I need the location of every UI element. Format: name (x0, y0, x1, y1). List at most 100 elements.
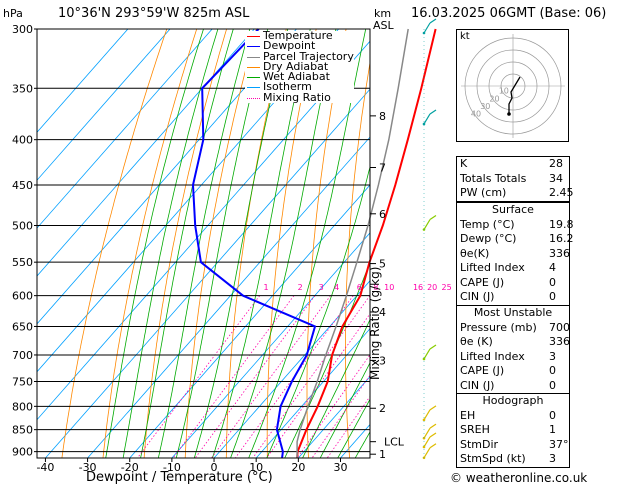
row-key: EH (460, 408, 476, 422)
mixing-ratio-line (252, 295, 370, 458)
wet-adiabat-line (122, 29, 219, 458)
hodograph-panel: 10 20 30 40 kt (456, 29, 569, 142)
temperature-profile (296, 28, 437, 459)
temperature-tick-label: 30 (333, 461, 347, 474)
dry-adiabat-line (419, 29, 436, 458)
hodograph-unit: kt (460, 31, 470, 42)
pressure-tick-label: 400 (12, 134, 33, 147)
table-row: θe (K) 336 (457, 335, 570, 350)
km-tick-label: 5 (379, 258, 386, 271)
pressure-tick-label: 550 (12, 256, 33, 269)
legend-swatch (247, 77, 260, 79)
surface-title: Surface (492, 203, 534, 216)
mixing-ratio-axis-title: Mixing Ratio (g/kg) (368, 266, 382, 380)
row-value: 19.8 (549, 217, 574, 231)
km-tick-label: 1 (379, 448, 386, 461)
isotherm-line (87, 136, 370, 458)
chart-legend: Temperature Dewpoint Parcel Trajectory Dry … (245, 29, 354, 104)
isotherm-line (298, 375, 370, 458)
wet-adiabat-line (105, 29, 204, 458)
mixing-ratio-label: 8 (373, 283, 378, 292)
hodograph-trace (508, 76, 521, 114)
legend-item-temperature: Temperature (245, 29, 354, 42)
km-tick-label: 4 (379, 306, 386, 319)
km-tick-label: 3 (379, 354, 386, 367)
km-tick-label: 2 (379, 402, 386, 415)
header-datetime: 16.03.2025 06GMT (Base: 06) (411, 6, 607, 21)
plot-frame (36, 28, 371, 459)
dry-adiabat-line (61, 29, 168, 458)
mixing-ratio-line (137, 295, 261, 458)
dry-adiabat-line (615, 29, 629, 458)
legend-label: Temperature (263, 29, 333, 42)
dry-adiabat-line (585, 29, 629, 458)
dry-adiabat-line (266, 29, 317, 458)
header-location: 10°36'N 293°59'W 825m ASL (58, 6, 250, 21)
temperature-tick-label: 0 (211, 461, 218, 474)
row-value: 16.2 (549, 232, 574, 245)
dewpoint-profile (191, 28, 317, 459)
table-row: CIN (J) 0 (457, 379, 569, 394)
parcel-trajectory-profile (296, 28, 409, 459)
legend-item-wet-adiabat: Wet Adiabat (245, 70, 354, 84)
table-row: θe(K) 336 (457, 247, 570, 262)
row-key: Totals Totals (460, 171, 527, 185)
table-row: StmSpd (kt) 3 (457, 452, 569, 467)
pressure-tick-label: 850 (12, 424, 33, 437)
temperature-tick-label: 20 (291, 461, 305, 474)
table-row: Lifted Index 3 (457, 350, 569, 365)
km-tick-label: 8 (379, 110, 386, 123)
legend-item-dewpoint: Dewpoint (245, 40, 354, 51)
mixing-ratio-label: 16 (413, 283, 423, 292)
row-key: θe (K) (460, 335, 493, 348)
pressure-tick-label: 900 (12, 446, 33, 459)
mixing-ratio-label: 20 (427, 283, 437, 292)
legend-swatch (247, 56, 260, 58)
legend-label: Mixing Ratio (263, 90, 331, 104)
wet-adiabat-line (193, 29, 289, 458)
mixing-ratio-line (311, 374, 370, 458)
table-row: Pressure (mb) 700 (457, 321, 570, 336)
row-value: 1 (549, 423, 556, 436)
mixing-ratio-line (194, 295, 316, 458)
mixing-ratio-label: 2 (298, 283, 303, 292)
row-value: 0 (549, 364, 556, 377)
pressure-tick-label: 300 (12, 23, 33, 36)
row-key: CAPE (J) (460, 275, 505, 289)
row-value: 0 (549, 378, 556, 392)
wet-adiabat-line (302, 318, 370, 458)
dry-adiabat-line (143, 29, 227, 458)
hodograph-ring-label: 10 (499, 87, 509, 96)
row-key: StmDir (460, 437, 499, 451)
row-value: 0 (549, 408, 556, 422)
temperature-tick-label: -30 (79, 461, 97, 474)
row-value: 34 (549, 171, 563, 185)
row-key: StmSpd (kt) (460, 452, 526, 465)
isotherm-line (45, 88, 370, 458)
table-row: Dewp (°C) 16.2 (457, 232, 574, 247)
isotherm-line (37, 29, 297, 325)
pressure-tick-label: 500 (12, 220, 33, 233)
asl-axis-label: ASL (373, 19, 394, 32)
km-axis-label: km (374, 7, 392, 20)
hodograph-table: Hodograph EH 0 SREH 1 StmDir 37° StmSpd (kt) 3 (456, 393, 570, 468)
legend-label: Wet Adiabat (263, 70, 330, 84)
table-row: Temp (°C) 19.8 (457, 218, 574, 233)
hodograph-ring-label: 20 (489, 94, 499, 103)
row-value: 2.45 (549, 186, 574, 199)
km-tick-label: 7 (379, 161, 386, 174)
table-row: CAPE (J) 0 (457, 364, 569, 379)
credit-text: © weatheronline.co.uk (450, 471, 588, 485)
mixing-ratio-label: 25 (441, 283, 451, 292)
dry-adiabat-line (225, 29, 287, 458)
most-unstable-title: Most Unstable (473, 306, 553, 319)
mixing-ratio-line (234, 295, 354, 458)
mixing-ratio-line (296, 354, 370, 458)
row-value: 37° (549, 437, 569, 451)
temperature-tick-label: 10 (249, 461, 263, 474)
row-key: Lifted Index (460, 349, 525, 363)
temperature-tick-label: -40 (36, 461, 54, 474)
row-value: 4 (549, 261, 556, 274)
surface-table: Surface Temp (°C) 19.8 Dewp (°C) 16.2 θe(K) 3… (456, 202, 574, 306)
isotherm-line (255, 328, 370, 458)
